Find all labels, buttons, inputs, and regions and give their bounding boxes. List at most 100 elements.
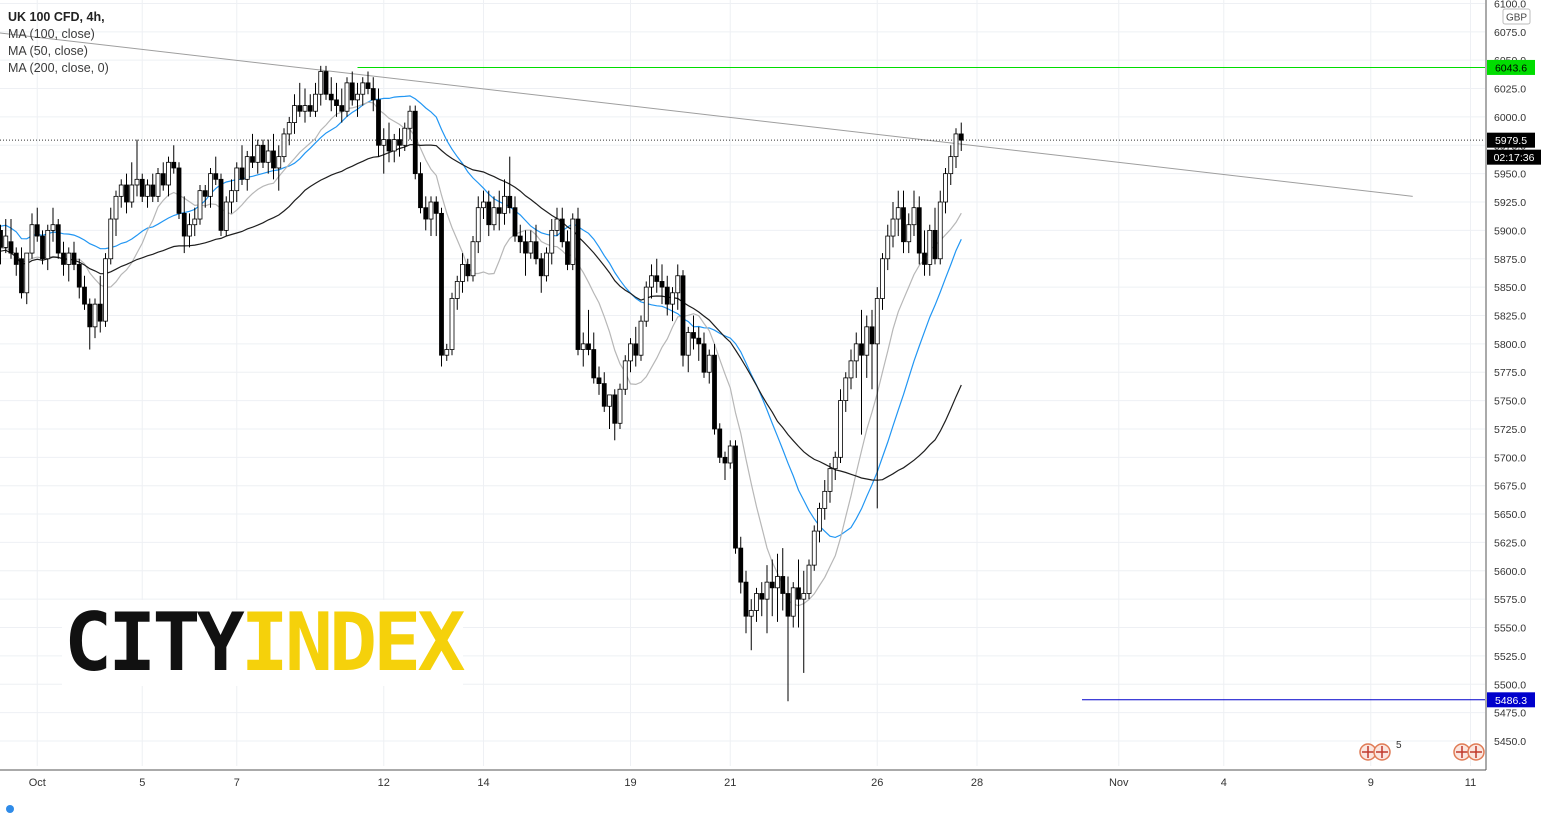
candle-body	[313, 93, 318, 112]
x-tick-label: 28	[971, 777, 983, 789]
candle-body	[680, 275, 686, 356]
y-tick-label: 5825.0	[1494, 310, 1526, 322]
candle	[82, 275, 87, 310]
chart-grid	[0, 0, 1485, 766]
x-tick-label: Nov	[1109, 777, 1129, 789]
candle-body	[460, 264, 465, 282]
candle-body	[906, 224, 912, 243]
candle-body	[801, 593, 807, 600]
candle-body	[570, 218, 576, 265]
candle-body	[108, 218, 114, 260]
candle-body	[176, 167, 182, 214]
legend-symbol[interactable]: UK 100 CFD, 4h,	[8, 9, 109, 26]
candle-body	[607, 394, 612, 407]
candle	[601, 372, 607, 412]
resistance-price-tag-bg	[1487, 59, 1535, 75]
candle-body	[785, 593, 791, 617]
candle	[937, 190, 943, 265]
event-markers[interactable]: 5	[1359, 740, 1485, 761]
candle-body	[402, 127, 408, 146]
candle-body	[234, 167, 240, 192]
candle	[365, 71, 371, 95]
candle	[286, 116, 292, 146]
candle-body	[61, 252, 66, 265]
candle	[649, 264, 654, 299]
event-count-badge: 5	[1396, 740, 1402, 751]
y-tick-label: 5925.0	[1494, 197, 1526, 209]
candle	[166, 156, 171, 197]
currency-badge[interactable]	[1502, 8, 1531, 25]
y-tick-label: 6000.0	[1494, 112, 1526, 124]
candle	[139, 173, 145, 203]
candle	[465, 258, 471, 282]
candle-body	[796, 587, 801, 600]
legend-ma200[interactable]: MA (200, close, 0)	[8, 61, 109, 75]
candle	[659, 264, 665, 305]
candle-body	[591, 349, 597, 379]
moving-average-line	[0, 101, 962, 607]
candle-body	[937, 201, 943, 260]
candle-body	[743, 581, 749, 617]
y-tick-label: 5800.0	[1494, 339, 1526, 351]
candle-body	[40, 235, 45, 260]
candle-body	[869, 326, 875, 345]
candle	[712, 343, 717, 435]
y-tick-label: 5675.0	[1494, 481, 1526, 493]
candle	[334, 82, 339, 117]
candle-body	[307, 105, 313, 112]
candle	[265, 139, 271, 174]
candle	[575, 207, 581, 356]
candle	[491, 196, 497, 231]
candle-body	[790, 587, 796, 617]
candle	[19, 247, 24, 299]
legend-ma100[interactable]: MA (100, close)	[8, 27, 95, 41]
candle-body	[124, 184, 129, 203]
candle-body	[244, 156, 250, 180]
candle	[617, 383, 623, 429]
candle-body	[423, 207, 429, 220]
candle-body	[103, 258, 108, 322]
candle	[775, 553, 780, 622]
candle	[838, 389, 843, 463]
candle-body	[171, 161, 177, 169]
y-tick-label: 5950.0	[1494, 169, 1526, 181]
candle-body	[502, 195, 507, 214]
candle	[533, 224, 539, 265]
price-axis[interactable]: 5450.0 5475.0 5500.0 5525.0 5550.0 5575.0 5600…	[1485, 0, 1531, 770]
candle	[24, 252, 30, 305]
moving-averages	[0, 95, 962, 607]
legend-ma50[interactable]: MA (50, close)	[8, 44, 88, 58]
candle	[433, 196, 439, 237]
candle	[391, 133, 397, 163]
candle-body	[811, 530, 817, 566]
candle	[654, 258, 660, 293]
candle	[418, 162, 423, 214]
candle	[570, 213, 576, 271]
x-tick-label: 12	[378, 777, 390, 789]
time-axis[interactable]: Oct 5 7 12 14 19 21 26 28 Nov 4 9 11	[0, 769, 1486, 789]
candle-body	[864, 326, 870, 356]
candle-body	[853, 343, 859, 362]
logo-index: INDEX	[240, 596, 466, 689]
y-tick-label: 5700.0	[1494, 452, 1526, 464]
candle	[208, 167, 213, 208]
candle-body	[817, 507, 822, 532]
y-tick-label: 6025.0	[1494, 84, 1526, 96]
candle	[486, 190, 492, 237]
candle-body	[386, 139, 392, 152]
candle-body	[916, 207, 922, 254]
candle-body	[523, 241, 528, 254]
moving-average-line	[0, 144, 962, 481]
candle-body	[150, 184, 156, 197]
candle	[948, 145, 954, 185]
candle-body	[806, 564, 812, 594]
candle	[580, 332, 586, 367]
candle	[229, 179, 234, 214]
candle-body	[360, 82, 366, 95]
candle-body	[738, 547, 744, 583]
candle	[717, 423, 723, 463]
candle-body	[491, 207, 497, 226]
candle-body	[113, 195, 119, 220]
candle-body	[701, 343, 707, 373]
